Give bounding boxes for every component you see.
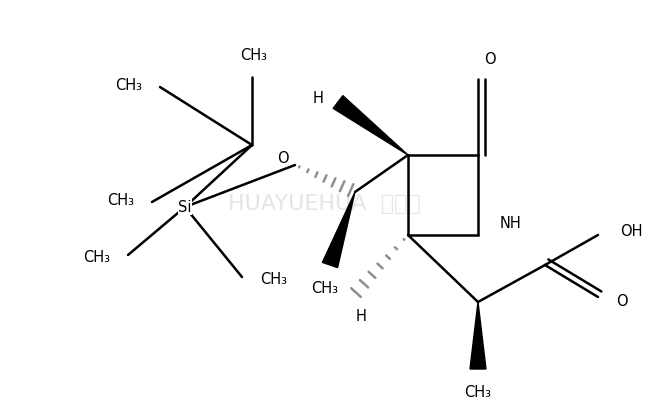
Text: CH₃: CH₃ <box>465 385 491 400</box>
Text: H: H <box>356 309 367 324</box>
Text: HUAYUEHUA  化学加: HUAYUEHUA 化学加 <box>227 193 421 214</box>
Polygon shape <box>333 96 408 155</box>
Text: CH₃: CH₃ <box>312 281 338 296</box>
Text: O: O <box>484 52 496 67</box>
Text: O: O <box>277 151 289 166</box>
Text: Si: Si <box>178 199 192 214</box>
Text: H: H <box>313 90 324 105</box>
Text: O: O <box>616 293 628 309</box>
Text: CH₃: CH₃ <box>83 249 110 265</box>
Text: CH₃: CH₃ <box>115 77 142 92</box>
Text: CH₃: CH₃ <box>260 271 287 287</box>
Text: OH: OH <box>620 223 643 239</box>
Polygon shape <box>323 192 355 267</box>
Text: CH₃: CH₃ <box>107 193 134 208</box>
Polygon shape <box>470 302 486 369</box>
Text: CH₃: CH₃ <box>240 48 268 63</box>
Text: NH: NH <box>500 215 522 230</box>
